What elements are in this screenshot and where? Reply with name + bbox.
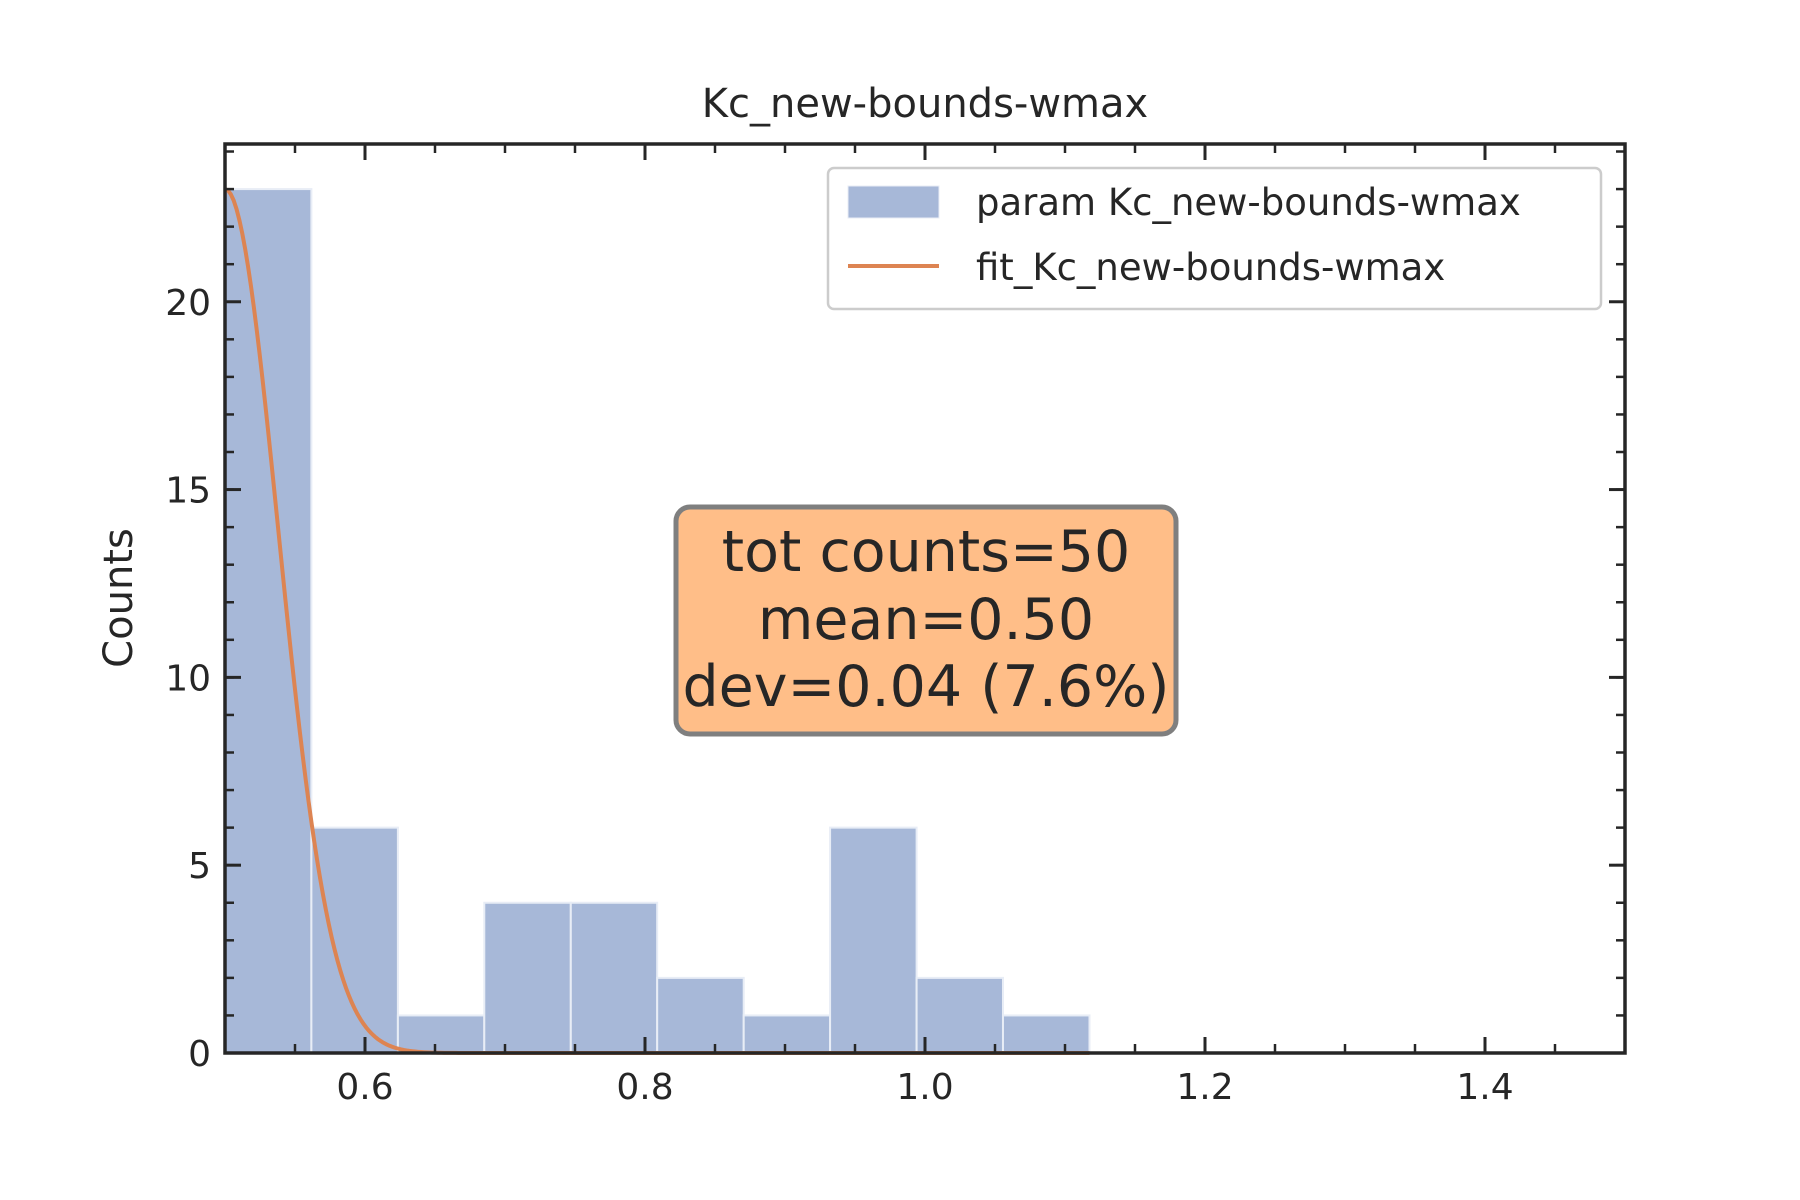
histogram-bar: [742, 1014, 832, 1054]
histogram-bar: [310, 826, 399, 1055]
legend: param Kc_new-bounds-wmax fit_Kc_new-boun…: [826, 166, 1603, 311]
histogram-bar: [224, 188, 313, 1054]
y-axis-label: Counts: [96, 528, 142, 668]
stats-mean: mean=0.50: [758, 587, 1094, 653]
x-tick-label: 1.2: [1176, 1067, 1233, 1108]
histogram-bar: [1001, 1014, 1091, 1054]
x-tick-label: 1.0: [896, 1067, 953, 1108]
legend-box: [826, 166, 1603, 311]
histogram-bar: [915, 976, 1004, 1055]
histogram-bar: [829, 826, 918, 1055]
histogram-bar: [483, 901, 572, 1055]
plot-frame: [223, 142, 1627, 1055]
histogram-bar: [569, 901, 659, 1055]
x-tick-label: 0.8: [616, 1067, 673, 1108]
legend-label-fit: fit_Kc_new-bounds-wmax: [976, 246, 1445, 289]
y-tick-label: 5: [188, 846, 211, 887]
stats-deviation: dev=0.04 (7.6%): [682, 654, 1169, 720]
legend-bar-swatch: [847, 185, 940, 219]
y-tick-label: 20: [165, 283, 211, 324]
histogram-bar: [396, 1014, 486, 1054]
y-tick-label: 0: [188, 1034, 211, 1075]
histogram-bars: [224, 188, 1091, 1055]
chart-title: Kc_new-bounds-wmax: [702, 81, 1148, 127]
x-tick-label: 0.6: [336, 1067, 393, 1108]
legend-label-histogram: param Kc_new-bounds-wmax: [976, 181, 1521, 224]
y-tick-label: 15: [165, 471, 211, 512]
y-tick-label: 10: [165, 658, 211, 699]
stats-total-counts: tot counts=50: [722, 519, 1131, 585]
x-tick-label: 1.4: [1456, 1067, 1513, 1108]
stats-box: [673, 504, 1179, 737]
stats-annotation: tot counts=50 mean=0.50 dev=0.04 (7.6%): [673, 504, 1179, 737]
histogram-bar: [656, 976, 745, 1055]
